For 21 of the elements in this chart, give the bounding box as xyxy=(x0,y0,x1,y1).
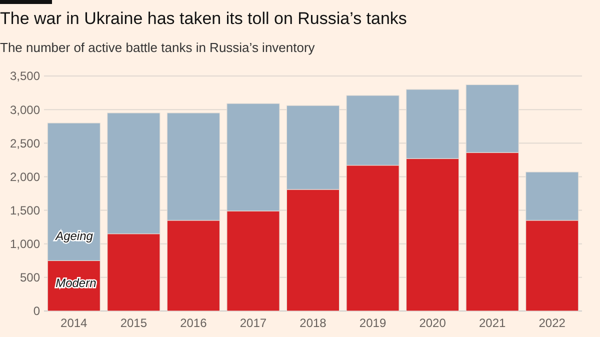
x-tick-label: 2014 xyxy=(60,316,88,330)
x-tick-label: 2022 xyxy=(538,316,566,330)
x-tick-label: 2016 xyxy=(180,316,208,330)
chart-title: The war in Ukraine has taken its toll on Russia’s tanks xyxy=(0,9,407,28)
x-tick-label: 2018 xyxy=(300,316,327,330)
x-tick-label: 2020 xyxy=(419,316,446,330)
y-tick-label: 0 xyxy=(33,304,40,318)
y-tick-label: 2,000 xyxy=(10,170,40,184)
y-tick-label: 1,000 xyxy=(10,237,40,252)
y-tick-label: 1,500 xyxy=(10,203,40,218)
x-tick-label: 2017 xyxy=(240,316,267,330)
series-label: Ageing xyxy=(54,228,94,243)
y-tick-label: 3,500 xyxy=(10,69,40,84)
y-tick-label: 3,000 xyxy=(10,102,40,117)
y-tick-label: 2,500 xyxy=(10,136,40,150)
series-label: Modern xyxy=(56,276,97,290)
x-tick-label: 2015 xyxy=(120,316,148,330)
x-tick-label: 2019 xyxy=(359,316,386,330)
chart-subtitle: The number of active battle tanks in Russia’s inventory xyxy=(0,40,316,55)
y-tick-label: 500 xyxy=(20,270,40,285)
x-tick-label: 2021 xyxy=(478,316,506,330)
